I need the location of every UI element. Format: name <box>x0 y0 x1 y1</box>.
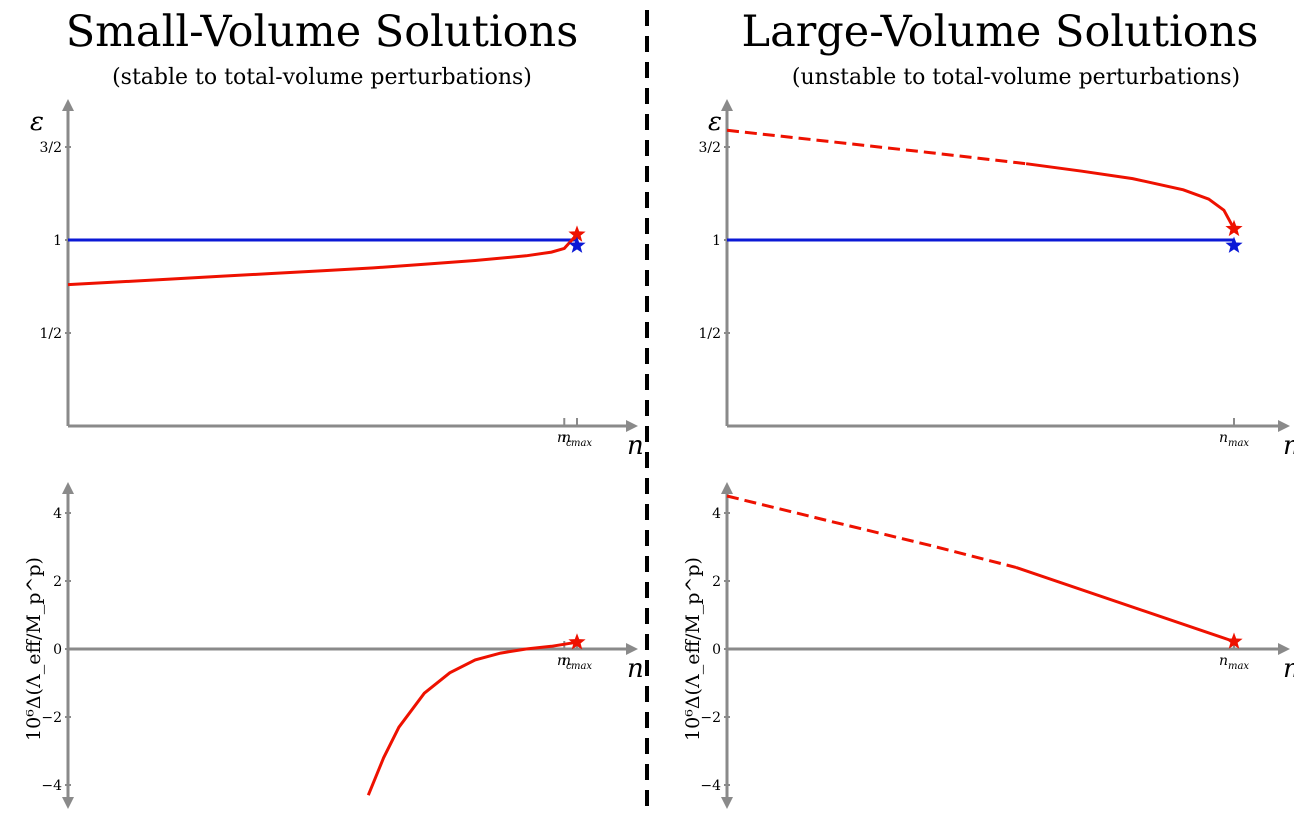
right-subtitle: (unstable to total-volume perturbations) <box>792 65 1240 90</box>
y-tick-label: 0 <box>53 642 62 658</box>
x-axis-label: n <box>1283 431 1294 461</box>
x-tick-label: nmax <box>1219 430 1249 449</box>
y-tick-label: 3/2 <box>698 140 721 156</box>
y-tick-label: 1 <box>712 233 721 249</box>
y-tick-label: 2 <box>712 574 721 590</box>
y-tick-label: 4 <box>712 506 721 522</box>
x-axis-label: n <box>627 431 644 461</box>
panel-large-volume-epsilon: 3/2 1 1/2 nmax n ε <box>698 99 1294 461</box>
y-axis-label: ε <box>708 107 722 137</box>
star-marker-0 <box>1225 632 1243 649</box>
y-axis-label: 10⁶Δ(Λ_eff/M_p^p) <box>23 557 45 741</box>
y-tick-label: 2 <box>53 574 62 590</box>
y-tick-label: −4 <box>41 778 62 794</box>
y-axis-label: 10⁶Δ(Λ_eff/M_p^p) <box>682 557 704 741</box>
star-marker-0 <box>568 225 586 242</box>
y-axis-label: ε <box>30 107 44 137</box>
x-tick-label: nc <box>557 653 572 672</box>
star-marker-0 <box>1225 219 1243 237</box>
series-line-0 <box>726 494 1017 569</box>
panels: 3/211/2ncnmaxnε3/211/2nmaxnε420−2−4ncnma… <box>23 99 1294 809</box>
y-tick-label: 1/2 <box>698 326 721 342</box>
y-tick-label: 4 <box>53 506 62 522</box>
series-line-0 <box>366 640 578 796</box>
series-line-1 <box>67 233 579 287</box>
star-marker-0 <box>568 633 586 650</box>
series-line-1 <box>726 128 1027 166</box>
y-tick-label: 1/2 <box>39 326 62 342</box>
y-tick-label: −2 <box>700 710 721 726</box>
x-tick-label: nmax <box>1219 653 1249 672</box>
series-line-2 <box>1025 162 1236 230</box>
y-tick-label: 3/2 <box>39 140 62 156</box>
left-subtitle: (stable to total-volume perturbations) <box>112 65 532 90</box>
right-title: Large-Volume Solutions <box>742 7 1259 57</box>
y-tick-label: 1 <box>53 233 62 249</box>
x-axis-label: n <box>1283 654 1294 684</box>
x-tick-label: nmax <box>562 430 592 449</box>
series-line-1 <box>1015 565 1235 643</box>
x-axis-label: n <box>627 654 644 684</box>
panel-large-volume-lambda: 4 2 0 −2 −4 nmax n 10⁶Δ(Λ_eff/M_p^p) <box>682 482 1294 809</box>
x-tick-label: nc <box>557 430 572 449</box>
y-tick-label: −2 <box>41 710 62 726</box>
x-tick-label: nmax <box>562 653 592 672</box>
y-tick-label: −4 <box>700 778 721 794</box>
star-marker-1 <box>1225 236 1243 253</box>
star-marker-1 <box>568 236 586 253</box>
left-title: Small-Volume Solutions <box>66 7 579 57</box>
y-tick-label: 0 <box>712 642 721 658</box>
